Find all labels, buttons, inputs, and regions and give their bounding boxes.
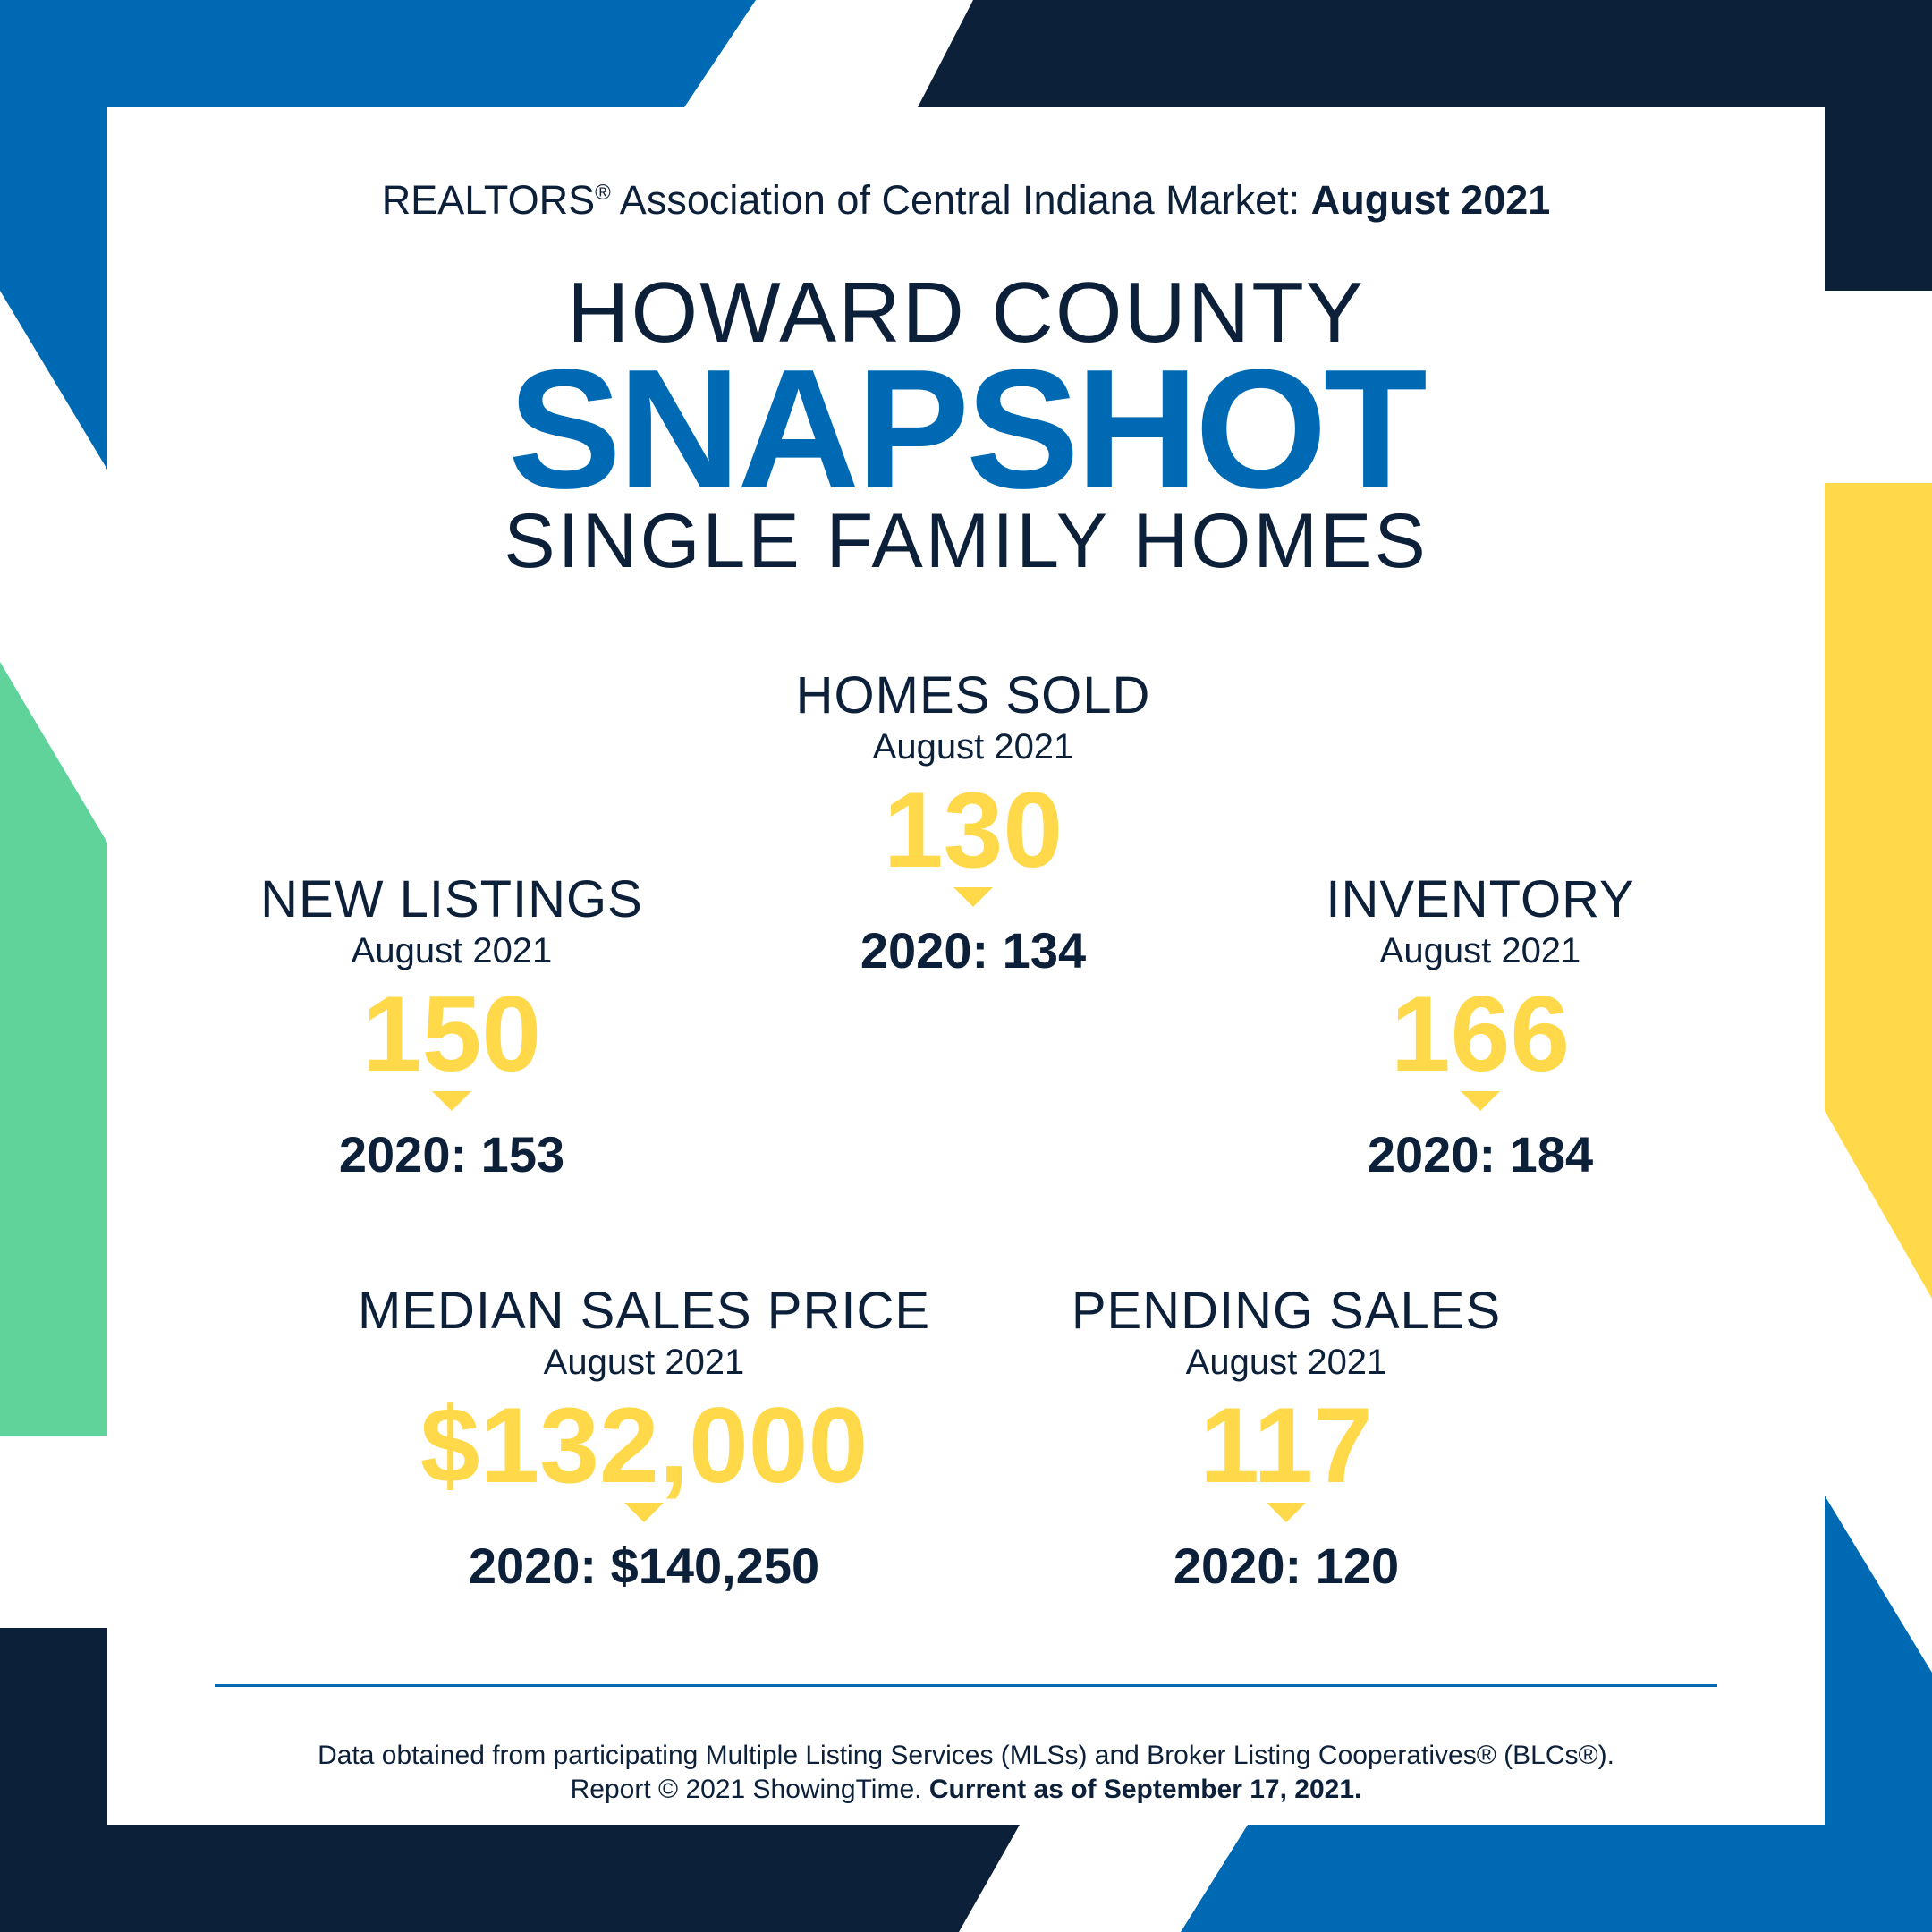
frame-navy-bottom-left: [0, 1628, 1020, 1932]
metric-prior-year: 2020: 134: [860, 922, 1087, 979]
frame-blue-top-left: [0, 0, 756, 470]
footer-divider: [215, 1684, 1717, 1687]
frame-green-left: [0, 662, 107, 1436]
content-card: [107, 107, 1825, 1825]
market-text: Association of Central Indiana Market:: [610, 177, 1311, 223]
footer-line-1: Data obtained from participating Multipl…: [318, 1741, 1614, 1770]
footer-source: Data obtained from participating Multipl…: [0, 1739, 1932, 1773]
metric-median-sales-price: MEDIAN SALES PRICE August 2021 $132,000 …: [286, 1283, 1002, 1597]
metric-inventory: INVENTORY August 2021 166 2020: 184: [1212, 871, 1749, 1186]
down-arrow-icon: [953, 887, 993, 907]
metric-label: INVENTORY: [1326, 870, 1635, 928]
metric-prior-year: 2020: 153: [338, 1126, 565, 1182]
frame-yellow-right: [1825, 483, 1932, 1299]
metric-prior-year: 2020: $140,250: [468, 1538, 820, 1594]
metric-value: 150: [361, 974, 542, 1094]
metric-new-listings: NEW LISTINGS August 2021 150 2020: 153: [183, 871, 720, 1186]
metric-period: August 2021: [543, 1343, 745, 1382]
down-arrow-icon: [432, 1091, 471, 1111]
market-month: August 2021: [1310, 177, 1551, 223]
metric-label: HOMES SOLD: [795, 666, 1151, 724]
metric-value: 166: [1390, 974, 1571, 1094]
county-title: HOWARD COUNTY: [567, 265, 1365, 360]
metric-value: $132,000: [419, 1385, 869, 1505]
metric-value: 117: [1199, 1385, 1373, 1505]
down-arrow-icon: [624, 1503, 664, 1522]
snapshot-title: SNAPSHOT: [508, 335, 1428, 524]
market-header: REALTORS® Association of Central Indiana…: [0, 166, 1932, 227]
metric-period: August 2021: [1379, 931, 1581, 970]
footer-line-2a: Report © 2021 ShowingTime.: [570, 1775, 929, 1804]
down-arrow-icon: [1267, 1503, 1306, 1522]
registered-mark: ®: [595, 181, 611, 205]
property-type-subtitle: SINGLE FAMILY HOMES: [504, 498, 1428, 584]
footer-copyright: Report © 2021 ShowingTime. Current as of…: [0, 1773, 1932, 1807]
footer-line-2b: Current as of September 17, 2021.: [928, 1775, 1362, 1804]
metric-period: August 2021: [872, 727, 1074, 767]
frame-navy-top-right: [918, 0, 1932, 291]
down-arrow-icon: [1461, 1091, 1500, 1111]
metric-pending-sales: PENDING SALES August 2021 117 2020: 120: [1018, 1283, 1555, 1597]
metric-period: August 2021: [1185, 1343, 1387, 1382]
org-name: REALTORS: [381, 177, 596, 223]
metric-value: 130: [883, 770, 1063, 890]
metric-period: August 2021: [351, 931, 553, 970]
metric-label: PENDING SALES: [1071, 1282, 1502, 1340]
metric-label: MEDIAN SALES PRICE: [357, 1282, 931, 1340]
metric-label: NEW LISTINGS: [260, 870, 643, 928]
metric-prior-year: 2020: 120: [1173, 1538, 1400, 1594]
metric-homes-sold: HOMES SOLD August 2021 130 2020: 134: [705, 667, 1241, 982]
metric-prior-year: 2020: 184: [1367, 1126, 1594, 1182]
frame-blue-bottom-right: [1181, 1496, 1932, 1932]
